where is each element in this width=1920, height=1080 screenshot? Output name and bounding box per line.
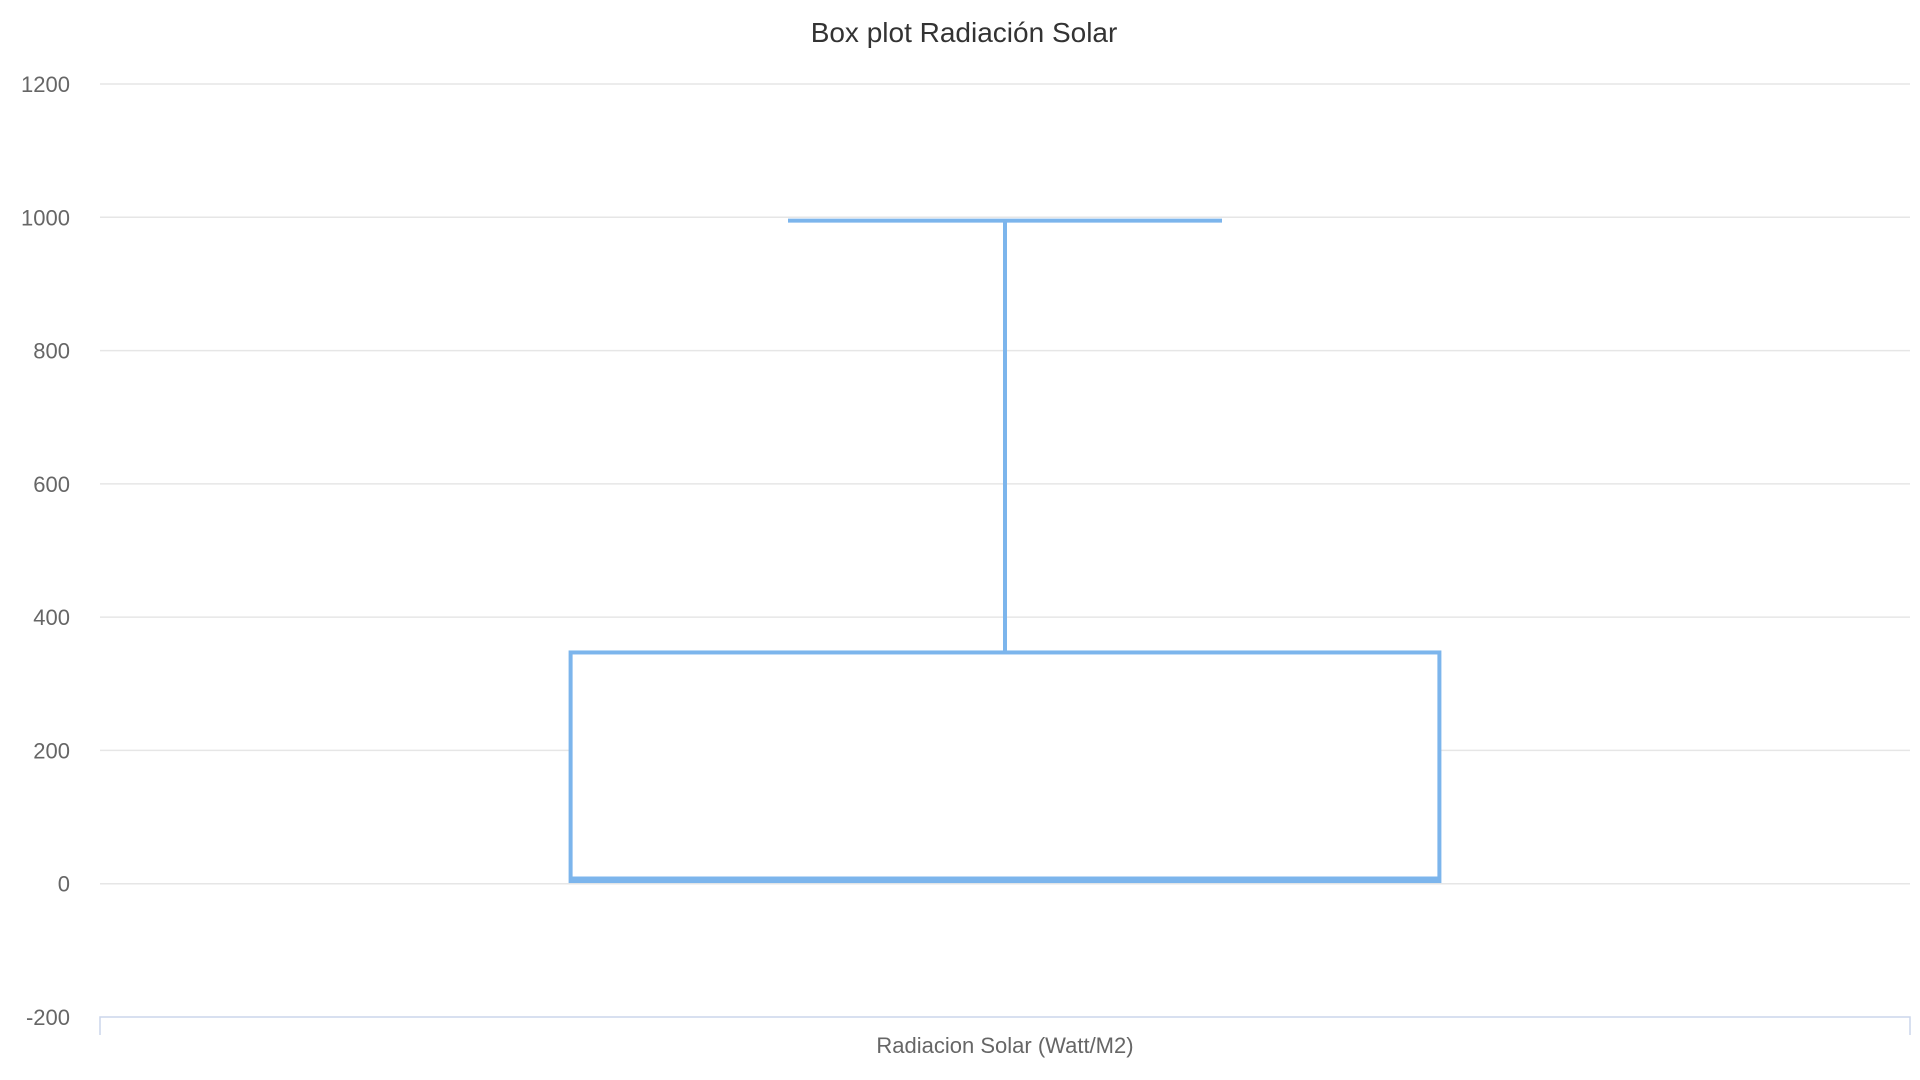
chart-title: Box plot Radiación Solar — [811, 17, 1118, 48]
y-tick-label: 1200 — [21, 72, 70, 97]
y-tick-label: 800 — [33, 339, 70, 364]
y-tick-label: -200 — [26, 1005, 70, 1030]
y-tick-label: 400 — [33, 605, 70, 630]
y-axis-tick-labels: -200 0 200 400 600 800 1000 1200 — [21, 72, 70, 1030]
y-tick-label: 200 — [33, 738, 70, 763]
x-axis: Radiacion Solar (Watt/M2) — [99, 1016, 1911, 1058]
x-category-label: Radiacion Solar (Watt/M2) — [876, 1033, 1133, 1058]
x-axis-line — [99, 1016, 1911, 1035]
y-tick-label: 600 — [33, 472, 70, 497]
y-tick-label: 0 — [58, 872, 70, 897]
y-tick-label: 1000 — [21, 205, 70, 230]
box-plot-series[interactable] — [568, 218, 1442, 884]
box-iqr — [568, 650, 1442, 884]
